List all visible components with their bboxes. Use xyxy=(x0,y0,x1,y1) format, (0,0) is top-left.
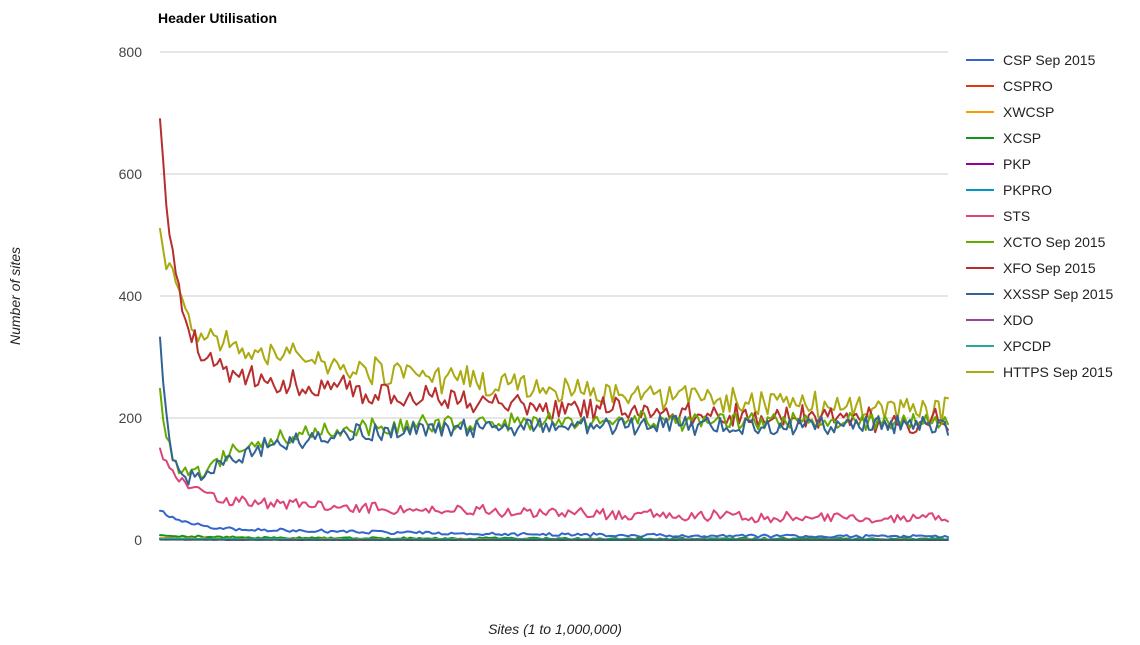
series-line-https-sep-2015 xyxy=(159,227,949,424)
x-axis-title: Sites (1 to 1,000,000) xyxy=(488,621,622,637)
legend-entry[interactable]: XCSP xyxy=(966,130,1041,146)
gridlines xyxy=(160,51,948,419)
y-tick-label: 600 xyxy=(119,166,143,182)
legend: CSP Sep 2015 CSPRO XWCSP XCSP PKP PKPRO STS XCT… xyxy=(966,52,1113,380)
legend-entry[interactable]: XPCDP xyxy=(966,338,1051,354)
legend-entry[interactable]: STS xyxy=(966,208,1030,224)
series-line-xcto-sep-2015 xyxy=(159,387,949,480)
y-tick-label: 0 xyxy=(134,532,142,548)
series-line-csp-sep-2015 xyxy=(159,509,949,540)
legend-entry[interactable]: XFO Sep 2015 xyxy=(966,260,1096,276)
legend-label: XCTO Sep 2015 xyxy=(1003,234,1106,250)
legend-entry[interactable]: PKP xyxy=(966,156,1031,172)
series-line-xxssp-sep-2015 xyxy=(159,336,949,486)
legend-label: PKP xyxy=(1003,156,1031,172)
legend-entry[interactable]: XDO xyxy=(966,312,1033,328)
legend-label: XFO Sep 2015 xyxy=(1003,260,1096,276)
legend-label: CSPRO xyxy=(1003,78,1053,94)
legend-label: PKPRO xyxy=(1003,182,1052,198)
series-line-sts xyxy=(159,447,949,524)
legend-label: XDO xyxy=(1003,312,1033,328)
series-line-xfo-sep-2015 xyxy=(159,118,949,435)
legend-entry[interactable]: PKPRO xyxy=(966,182,1052,198)
y-tick-label: 200 xyxy=(119,410,143,426)
legend-entry[interactable]: XWCSP xyxy=(966,104,1054,120)
y-tick-label: 800 xyxy=(119,44,143,60)
legend-label: XXSSP Sep 2015 xyxy=(1003,286,1113,302)
legend-label: XCSP xyxy=(1003,130,1041,146)
legend-label: XWCSP xyxy=(1003,104,1054,120)
legend-label: STS xyxy=(1003,208,1030,224)
y-axis-ticks: 0 200 400 600 800 xyxy=(119,44,143,548)
y-tick-label: 400 xyxy=(119,288,143,304)
y-axis-title: Number of sites xyxy=(7,247,23,345)
series-lines xyxy=(159,118,949,541)
legend-entry[interactable]: CSP Sep 2015 xyxy=(966,52,1096,68)
legend-label: XPCDP xyxy=(1003,338,1051,354)
legend-entry[interactable]: HTTPS Sep 2015 xyxy=(966,364,1113,380)
legend-label: HTTPS Sep 2015 xyxy=(1003,364,1113,380)
chart-title: Header Utilisation xyxy=(158,10,277,26)
legend-entry[interactable]: XXSSP Sep 2015 xyxy=(966,286,1113,302)
legend-entry[interactable]: XCTO Sep 2015 xyxy=(966,234,1106,250)
legend-entry[interactable]: CSPRO xyxy=(966,78,1053,94)
legend-label: CSP Sep 2015 xyxy=(1003,52,1096,68)
